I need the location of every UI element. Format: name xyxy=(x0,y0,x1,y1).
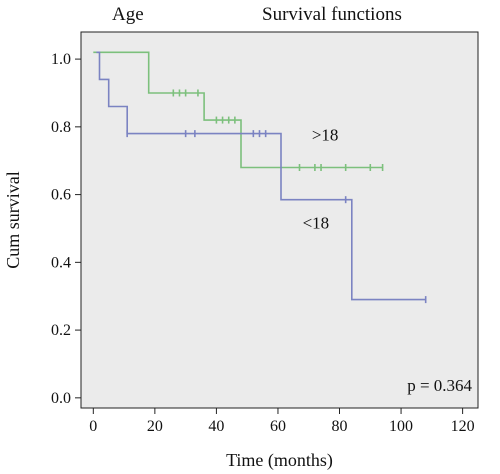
x-tick-label-0: 0 xyxy=(89,418,97,435)
p-value-annotation: p = 0.364 xyxy=(407,376,472,395)
chart-title-age: Age xyxy=(112,4,144,25)
x-tick-label-4: 80 xyxy=(332,418,348,435)
x-tick-label-1: 20 xyxy=(147,418,163,435)
plot-area xyxy=(80,31,479,409)
y-tick-label-0: 0.0 xyxy=(51,390,71,407)
y-tick-label-3: 0.6 xyxy=(51,187,71,204)
x-tick-label-6: 120 xyxy=(451,418,475,435)
x-tick-label-3: 60 xyxy=(270,418,286,435)
series-label-1: <18 xyxy=(303,213,330,232)
y-tick-label-1: 0.2 xyxy=(51,322,71,339)
series-line-0 xyxy=(93,51,383,169)
y-tick-label-4: 0.8 xyxy=(51,119,71,136)
y-tick-label-5: 1.0 xyxy=(51,51,71,68)
series-label-0: >18 xyxy=(312,125,339,144)
x-tick-label-5: 100 xyxy=(389,418,413,435)
x-tick-label-2: 40 xyxy=(208,418,224,435)
series-line-1 xyxy=(96,51,426,301)
chart-title: Survival functions xyxy=(262,4,402,25)
x-axis-label: Time (months) xyxy=(226,450,333,471)
y-axis-label: Cum survival xyxy=(3,171,23,269)
y-tick-label-2: 0.4 xyxy=(51,254,71,271)
